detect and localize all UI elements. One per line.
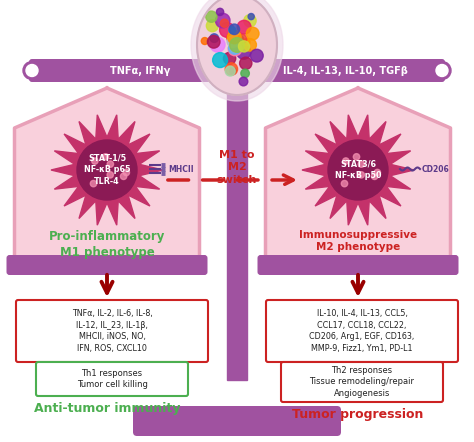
Circle shape bbox=[237, 45, 251, 59]
Circle shape bbox=[225, 66, 235, 76]
Circle shape bbox=[227, 35, 239, 47]
Circle shape bbox=[241, 69, 249, 78]
Circle shape bbox=[358, 161, 365, 168]
Circle shape bbox=[433, 61, 451, 80]
Circle shape bbox=[215, 13, 230, 28]
Circle shape bbox=[343, 158, 349, 164]
FancyBboxPatch shape bbox=[36, 362, 188, 396]
Circle shape bbox=[120, 173, 127, 179]
Circle shape bbox=[244, 38, 256, 51]
Circle shape bbox=[23, 61, 41, 80]
Text: TNFα, IFNγ: TNFα, IFNγ bbox=[110, 65, 170, 76]
Circle shape bbox=[244, 15, 256, 27]
Circle shape bbox=[208, 35, 220, 48]
FancyBboxPatch shape bbox=[266, 300, 458, 362]
Circle shape bbox=[328, 140, 388, 200]
FancyBboxPatch shape bbox=[29, 59, 445, 82]
Circle shape bbox=[206, 20, 219, 32]
Circle shape bbox=[231, 32, 237, 38]
Text: TNFα, IL-2, IL-6, IL-8,
IL-12, IL_23, IL-1β,
MHCII, iNOS, NO,
IFN, ROS, CXCL10: TNFα, IL-2, IL-6, IL-8, IL-12, IL_23, IL… bbox=[72, 309, 152, 353]
Circle shape bbox=[91, 158, 98, 164]
Circle shape bbox=[123, 169, 129, 176]
Circle shape bbox=[213, 53, 228, 68]
Circle shape bbox=[239, 77, 248, 86]
Circle shape bbox=[90, 180, 97, 187]
Circle shape bbox=[229, 27, 236, 34]
Text: Immunosuppressive
M2 phenotype: Immunosuppressive M2 phenotype bbox=[299, 230, 417, 252]
Circle shape bbox=[358, 171, 365, 178]
Circle shape bbox=[107, 161, 114, 168]
Polygon shape bbox=[265, 88, 450, 258]
Circle shape bbox=[341, 180, 348, 187]
Circle shape bbox=[374, 169, 381, 176]
Text: Th1 responses
Tumor cell killing: Th1 responses Tumor cell killing bbox=[77, 369, 147, 389]
Circle shape bbox=[231, 38, 245, 51]
Circle shape bbox=[237, 20, 251, 34]
Circle shape bbox=[229, 24, 239, 34]
Text: MHCII: MHCII bbox=[168, 164, 193, 174]
Text: IL-4, IL-13, IL-10, TGFβ: IL-4, IL-13, IL-10, TGFβ bbox=[283, 65, 408, 76]
Polygon shape bbox=[51, 115, 163, 225]
FancyBboxPatch shape bbox=[16, 300, 208, 362]
Circle shape bbox=[102, 154, 109, 160]
Circle shape bbox=[230, 38, 245, 52]
Text: CD206: CD206 bbox=[422, 164, 450, 174]
Circle shape bbox=[201, 38, 208, 45]
Text: Tumor progression: Tumor progression bbox=[292, 408, 424, 421]
Ellipse shape bbox=[197, 0, 277, 95]
Text: Anti-tumor immunity: Anti-tumor immunity bbox=[34, 402, 180, 415]
Circle shape bbox=[353, 154, 360, 160]
Circle shape bbox=[217, 8, 224, 15]
Circle shape bbox=[26, 65, 38, 76]
Circle shape bbox=[210, 34, 219, 42]
Circle shape bbox=[210, 37, 225, 52]
FancyBboxPatch shape bbox=[257, 255, 458, 275]
Text: STAT3/6
NF-κB p50: STAT3/6 NF-κB p50 bbox=[335, 160, 381, 180]
Circle shape bbox=[240, 57, 252, 69]
Circle shape bbox=[228, 30, 241, 44]
Circle shape bbox=[238, 41, 250, 52]
Circle shape bbox=[237, 34, 247, 44]
Circle shape bbox=[223, 52, 236, 65]
FancyBboxPatch shape bbox=[133, 406, 341, 436]
Circle shape bbox=[235, 44, 240, 50]
Circle shape bbox=[228, 42, 241, 54]
Bar bbox=[227, 75, 247, 380]
FancyBboxPatch shape bbox=[281, 362, 443, 402]
Circle shape bbox=[228, 42, 242, 56]
Text: STAT-1/5
NF-κB p65
TLR-4: STAT-1/5 NF-κB p65 TLR-4 bbox=[84, 154, 130, 186]
Ellipse shape bbox=[191, 0, 283, 101]
Text: IL-10, IL-4, IL-13, CCL5,
CCL17, CCL18, CCL22,
CD206, Arg1, EGF, CD163,
MMP-9, F: IL-10, IL-4, IL-13, CCL5, CCL17, CCL18, … bbox=[310, 309, 415, 353]
Circle shape bbox=[238, 36, 244, 42]
Circle shape bbox=[243, 38, 250, 46]
Circle shape bbox=[229, 68, 237, 74]
Circle shape bbox=[220, 19, 228, 27]
Circle shape bbox=[107, 171, 113, 178]
Circle shape bbox=[77, 140, 137, 200]
Circle shape bbox=[246, 27, 259, 40]
Circle shape bbox=[248, 13, 254, 20]
Text: M1 to
M2
switch: M1 to M2 switch bbox=[217, 150, 257, 185]
Polygon shape bbox=[302, 115, 414, 225]
Circle shape bbox=[225, 63, 237, 75]
Text: Pro-inflammatory
M1 phenotype: Pro-inflammatory M1 phenotype bbox=[49, 230, 165, 259]
Text: Th2 responses
Tissue remodeling/repair
Angiogenesis: Th2 responses Tissue remodeling/repair A… bbox=[310, 366, 414, 398]
Circle shape bbox=[372, 173, 378, 179]
Circle shape bbox=[227, 32, 237, 43]
Circle shape bbox=[219, 23, 234, 37]
Circle shape bbox=[436, 65, 448, 76]
Circle shape bbox=[250, 49, 263, 62]
Circle shape bbox=[206, 11, 217, 22]
Polygon shape bbox=[15, 88, 200, 258]
FancyBboxPatch shape bbox=[7, 255, 208, 275]
